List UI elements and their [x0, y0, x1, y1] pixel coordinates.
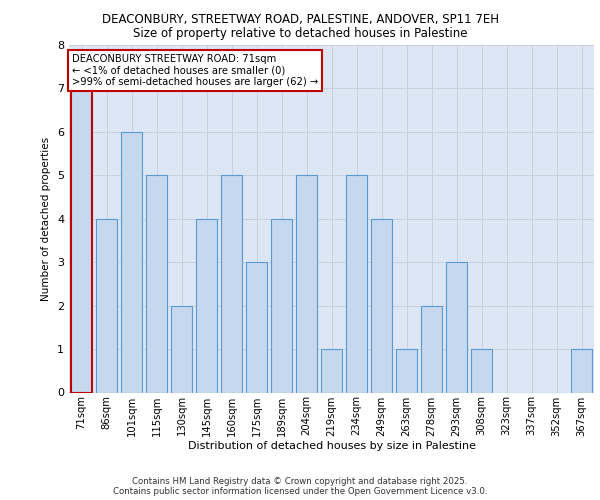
Bar: [571, 349, 592, 393]
Bar: [71, 88, 92, 393]
Bar: [371, 219, 392, 392]
Text: DEACONBURY, STREETWAY ROAD, PALESTINE, ANDOVER, SP11 7EH: DEACONBURY, STREETWAY ROAD, PALESTINE, A…: [101, 12, 499, 26]
Text: Size of property relative to detached houses in Palestine: Size of property relative to detached ho…: [133, 28, 467, 40]
Y-axis label: Number of detached properties: Number of detached properties: [41, 136, 52, 301]
Bar: [221, 176, 242, 392]
Bar: [471, 349, 492, 393]
X-axis label: Distribution of detached houses by size in Palestine: Distribution of detached houses by size …: [187, 441, 476, 451]
Text: Contains HM Land Registry data © Crown copyright and database right 2025.
Contai: Contains HM Land Registry data © Crown c…: [113, 476, 487, 496]
Bar: [321, 349, 342, 393]
Text: DEACONBURY STREETWAY ROAD: 71sqm
← <1% of detached houses are smaller (0)
>99% o: DEACONBURY STREETWAY ROAD: 71sqm ← <1% o…: [71, 54, 318, 87]
Bar: [196, 219, 217, 392]
Bar: [96, 219, 117, 392]
Bar: [121, 132, 142, 392]
Bar: [346, 176, 367, 392]
Bar: [396, 349, 417, 393]
Bar: [421, 306, 442, 392]
Bar: [296, 176, 317, 392]
Bar: [171, 306, 192, 392]
Bar: [246, 262, 267, 392]
Bar: [146, 176, 167, 392]
Bar: [446, 262, 467, 392]
Bar: [271, 219, 292, 392]
